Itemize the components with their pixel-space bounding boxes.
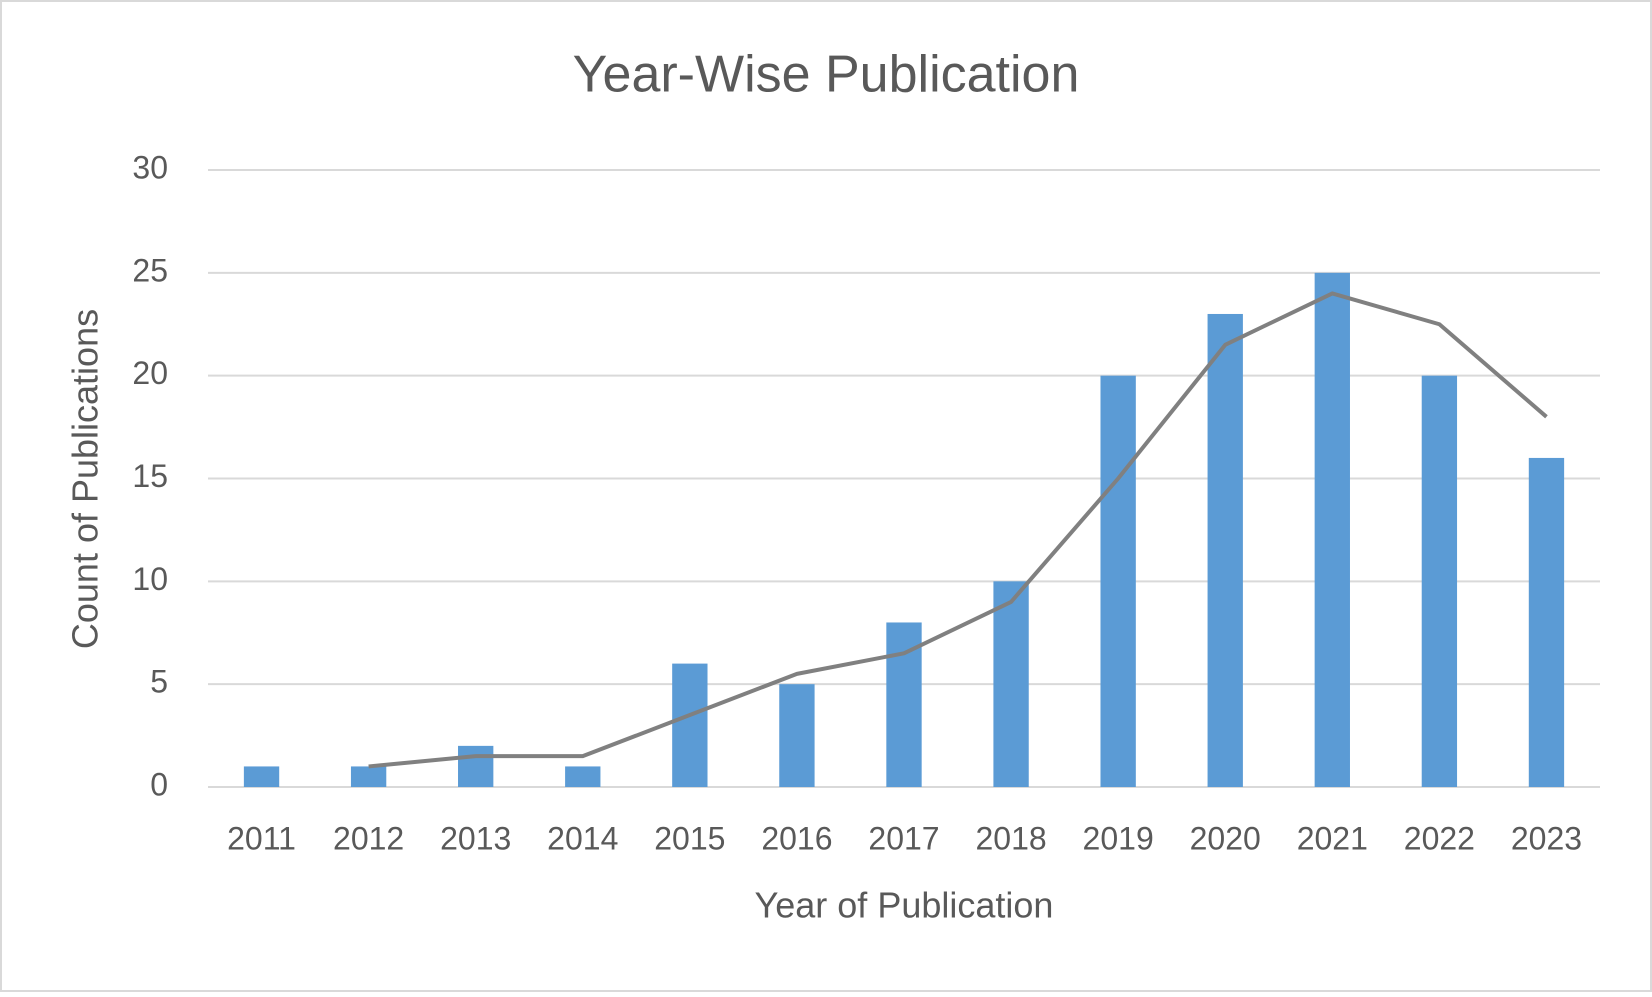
bar	[243, 766, 280, 787]
x-tick-label: 2021	[1297, 820, 1368, 856]
trend-line	[368, 291, 1548, 769]
x-tick-label: 2014	[547, 820, 618, 856]
bar	[565, 766, 601, 787]
bar	[993, 581, 1029, 787]
x-tick-label: 2019	[1083, 820, 1154, 856]
bar	[1528, 457, 1565, 787]
bar	[1207, 313, 1243, 787]
y-tick-label: 25	[132, 252, 168, 288]
y-tick-label: 15	[132, 458, 168, 494]
bar	[458, 745, 494, 787]
x-tick-label: 2018	[975, 820, 1046, 856]
y-tick-label: 10	[132, 561, 168, 597]
x-tick-label: 2011	[227, 820, 296, 856]
y-axis-label: Count of Publications	[65, 309, 106, 649]
x-tick-label: 2013	[440, 820, 511, 856]
x-tick-label: 2016	[761, 820, 832, 856]
x-tick-label: 2023	[1511, 820, 1582, 856]
bar	[1314, 272, 1350, 787]
x-tick-label: 2020	[1190, 820, 1261, 856]
x-axis-label: Year of Publication	[755, 885, 1054, 926]
y-tick-label: 0	[150, 766, 168, 802]
y-tick-label: 5	[150, 664, 168, 700]
x-tick-label: 2022	[1404, 820, 1475, 856]
y-tick-label: 30	[132, 149, 168, 185]
chart-title: Year-Wise Publication	[573, 46, 1080, 104]
bar	[779, 684, 815, 787]
bar	[672, 663, 708, 787]
y-tick-label: 20	[132, 355, 168, 391]
bar	[1100, 375, 1136, 787]
x-tick-label: 2017	[868, 820, 939, 856]
bar	[1421, 375, 1458, 787]
bar	[350, 766, 387, 787]
bar	[886, 622, 922, 787]
x-tick-label: 2012	[333, 820, 404, 856]
x-tick-label: 2015	[654, 820, 725, 856]
